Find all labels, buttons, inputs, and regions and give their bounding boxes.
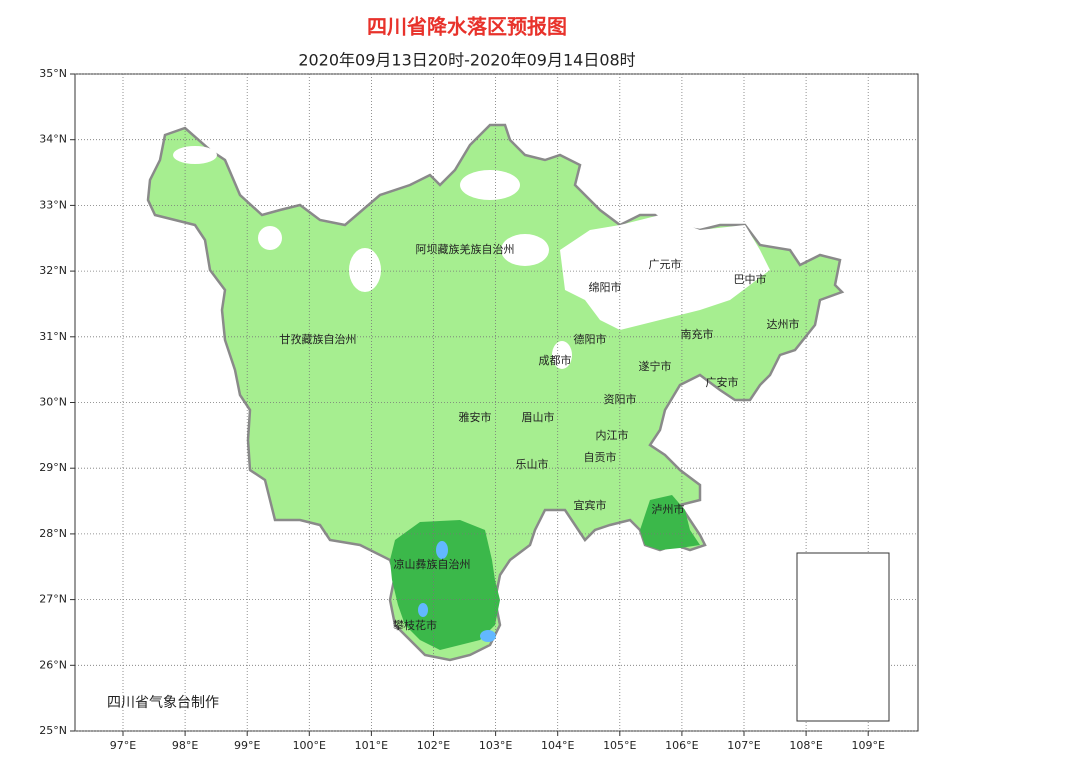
lon-tick-label: 101°E bbox=[355, 739, 388, 752]
province bbox=[146, 123, 845, 662]
no-rain-area bbox=[560, 215, 770, 330]
lat-tick-label: 31°N bbox=[39, 330, 67, 343]
place-label: 遂宁市 bbox=[639, 359, 672, 373]
lat-tick-label: 35°N bbox=[39, 67, 67, 80]
lat-tick-label: 30°N bbox=[39, 396, 67, 409]
lat-tick-label: 34°N bbox=[39, 133, 67, 146]
lat-tick-label: 28°N bbox=[39, 527, 67, 540]
lon-tick-label: 108°E bbox=[789, 739, 822, 752]
moderate-rain-area bbox=[640, 495, 700, 550]
place-label: 巴中市 bbox=[734, 272, 767, 286]
map-title: 四川省降水落区预报图 bbox=[367, 15, 567, 39]
heavy-rain-area bbox=[436, 541, 448, 559]
place-label: 攀枝花市 bbox=[393, 618, 437, 632]
lon-tick-label: 104°E bbox=[541, 739, 574, 752]
lat-tick-label: 29°N bbox=[39, 461, 67, 474]
lon-tick-label: 103°E bbox=[479, 739, 512, 752]
graticule bbox=[70, 73, 918, 736]
lon-tick-label: 102°E bbox=[417, 739, 450, 752]
place-label: 内江市 bbox=[596, 428, 629, 442]
place-label: 宜宾市 bbox=[574, 498, 607, 512]
lon-tick-label: 109°E bbox=[851, 739, 884, 752]
place-label: 南充市 bbox=[681, 327, 714, 341]
place-label: 乐山市 bbox=[516, 457, 549, 471]
lon-tick-label: 106°E bbox=[665, 739, 698, 752]
heavy-rain-area bbox=[480, 630, 496, 642]
place-label: 资阳市 bbox=[604, 392, 637, 406]
no-rain-area bbox=[460, 170, 520, 200]
heavy-rain-area bbox=[418, 603, 428, 617]
moderate-rain-area bbox=[390, 520, 500, 650]
place-label: 广安市 bbox=[706, 375, 739, 389]
place-label: 广元市 bbox=[649, 257, 682, 271]
place-label: 凉山彝族自治州 bbox=[394, 557, 471, 571]
lat-tick-label: 25°N bbox=[39, 724, 67, 737]
credit: 四川省气象台制作 bbox=[107, 695, 219, 711]
lon-tick-label: 105°E bbox=[603, 739, 636, 752]
place-label: 泸州市 bbox=[652, 502, 685, 516]
place-label: 成都市 bbox=[539, 353, 572, 367]
place-label: 德阳市 bbox=[574, 332, 607, 346]
lat-tick-label: 33°N bbox=[39, 198, 67, 211]
lat-tick-label: 32°N bbox=[39, 264, 67, 277]
no-rain-area bbox=[501, 234, 549, 266]
map-subtitle: 2020年09月13日20时-2020年09月14日08时 bbox=[298, 51, 635, 70]
lat-tick-label: 26°N bbox=[39, 658, 67, 671]
lon-tick-label: 97°E bbox=[110, 739, 136, 752]
no-rain-area bbox=[258, 226, 282, 250]
lon-tick-label: 100°E bbox=[293, 739, 326, 752]
place-label: 自贡市 bbox=[584, 450, 617, 464]
place-label: 甘孜藏族自治州 bbox=[280, 332, 357, 346]
place-label: 达州市 bbox=[767, 317, 800, 331]
no-rain-area bbox=[552, 341, 572, 369]
lon-tick-label: 107°E bbox=[727, 739, 760, 752]
lon-tick-label: 98°E bbox=[172, 739, 198, 752]
place-label: 阿坝藏族羌族自治州 bbox=[416, 242, 515, 256]
lon-tick-label: 99°E bbox=[234, 739, 260, 752]
legend-box bbox=[796, 552, 890, 722]
no-rain-area bbox=[173, 146, 217, 164]
place-label: 雅安市 bbox=[459, 410, 492, 424]
lat-tick-label: 27°N bbox=[39, 593, 67, 606]
place-label: 绵阳市 bbox=[589, 280, 622, 294]
no-rain-area bbox=[349, 248, 381, 292]
place-label: 眉山市 bbox=[522, 410, 555, 424]
